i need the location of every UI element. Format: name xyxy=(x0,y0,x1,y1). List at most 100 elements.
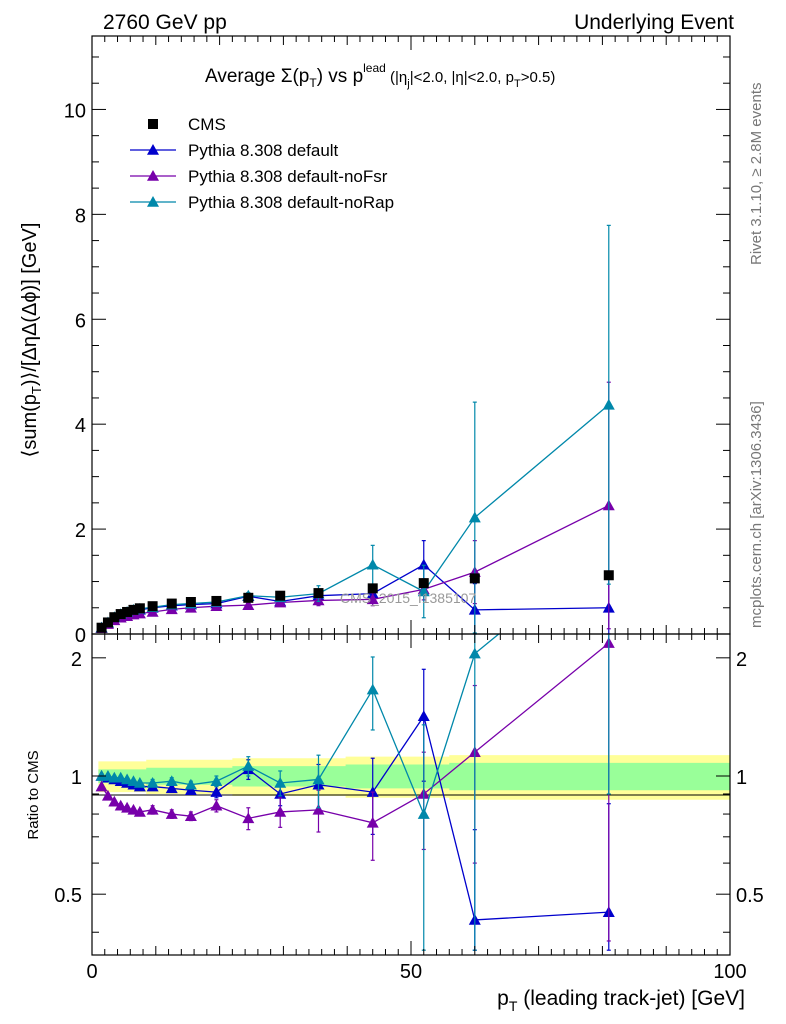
legend-item: CMS xyxy=(148,115,226,134)
ratio-point xyxy=(108,795,121,807)
ratio-point xyxy=(417,808,430,819)
main-ytick-label: 0 xyxy=(75,625,86,647)
ratio-point xyxy=(101,789,114,801)
watermark: CMS_2015_I1385107 xyxy=(340,590,476,606)
mcplots-label: mcplots.cern.ch [arXiv:1306.3436] xyxy=(748,401,765,628)
cms-point xyxy=(418,578,429,589)
ratio-point xyxy=(210,786,223,797)
cms-point xyxy=(122,606,133,617)
ratio-point xyxy=(165,782,178,794)
ratio-point xyxy=(133,805,146,817)
cms-point xyxy=(109,612,120,623)
main-point xyxy=(417,585,430,597)
main-series-cms xyxy=(96,570,614,633)
cms-point xyxy=(243,592,254,603)
main-point xyxy=(417,558,430,570)
ratio-point xyxy=(133,776,146,788)
legend-item: Pythia 8.308 default-noRap xyxy=(130,193,394,212)
ratio-ytick-label-right: 1 xyxy=(736,767,747,789)
ratio-series-pythia-8.308-default-norap xyxy=(95,634,611,951)
ratio-point xyxy=(366,786,379,797)
cms-point xyxy=(603,570,614,581)
legend: CMS Pythia 8.308 default Pythia 8.308 defa… xyxy=(130,115,394,212)
main-series-pythia-8.308-default xyxy=(95,540,615,635)
ratio-point xyxy=(184,778,197,790)
cms-point xyxy=(147,601,158,612)
ratio-point xyxy=(312,803,325,815)
ratio-clip-group xyxy=(95,634,611,951)
legend-item: Pythia 8.308 default-noFsr xyxy=(130,167,388,186)
cms-point xyxy=(313,588,324,599)
legend-label: Pythia 8.308 default xyxy=(188,141,339,160)
main-series-line xyxy=(101,504,610,629)
ratio-point xyxy=(366,816,379,828)
header-left: 2760 GeV pp xyxy=(103,11,227,34)
main-panel: CMS_2015_I1385107 0 2 4 6 8 10 xyxy=(64,35,731,647)
main-point xyxy=(468,511,481,523)
cms-point xyxy=(185,597,196,608)
ratio-point xyxy=(114,799,127,811)
legend-marker-triangle xyxy=(147,170,159,181)
ratio-point xyxy=(242,760,255,771)
ratio-point xyxy=(184,810,197,821)
ratio-point xyxy=(274,805,287,817)
cms-point xyxy=(275,590,286,601)
ratio-xtick-label: 0 xyxy=(86,961,97,983)
legend-label: Pythia 8.308 default-noFsr xyxy=(188,167,388,186)
legend-label: CMS xyxy=(188,115,226,134)
ratio-point xyxy=(165,775,178,787)
ratio-ytick-label: 1 xyxy=(71,767,82,789)
main-ticks: 0 2 4 6 8 10 xyxy=(64,36,731,647)
cms-point xyxy=(102,617,113,628)
ratio-point xyxy=(274,776,287,788)
main-point xyxy=(602,398,615,410)
ratio-ticks: 0.5 0.5 1 1 2 2 0 50 100 xyxy=(54,634,764,983)
main-ytick-label: 2 xyxy=(75,520,86,542)
main-ytick-label: 4 xyxy=(75,415,86,437)
main-point xyxy=(242,599,255,610)
main-point xyxy=(366,558,379,570)
ratio-point xyxy=(210,775,223,787)
main-point xyxy=(366,593,379,605)
main-ytick-label: 6 xyxy=(75,310,86,332)
ratio-point xyxy=(165,808,178,819)
ratio-point xyxy=(127,803,140,815)
ratio-point xyxy=(210,799,223,811)
header-right: Underlying Event xyxy=(574,11,734,34)
rivet-label: Rivet 3.1.10, ≥ 2.8M events xyxy=(748,83,765,266)
ratio-ytick-label: 2 xyxy=(71,649,82,671)
ratio-series xyxy=(95,634,615,951)
ratio-point xyxy=(242,812,255,824)
ratio-point xyxy=(121,801,134,813)
ratio-panel: 0.5 0.5 1 1 2 2 0 50 100 xyxy=(54,633,764,983)
ratio-ytick-label: 0.5 xyxy=(54,885,82,907)
ratio-point xyxy=(146,776,159,788)
cms-point xyxy=(128,604,139,615)
legend-marker-square xyxy=(148,119,158,129)
cms-point xyxy=(96,622,107,633)
cms-point xyxy=(115,609,126,620)
cms-point xyxy=(367,583,378,594)
chart-title: Average Σ(pT) vs plead (|ηj|<2.0, |η|<2.… xyxy=(205,61,555,90)
legend-marker-triangle xyxy=(147,196,159,207)
ratio-point xyxy=(366,683,379,695)
ratio-point xyxy=(146,803,159,815)
ratio-point xyxy=(95,780,108,792)
legend-label: Pythia 8.308 default-noRap xyxy=(188,193,394,212)
ratio-ylabel: Ratio to CMS xyxy=(25,750,42,839)
ratio-point xyxy=(312,773,325,785)
legend-marker-triangle xyxy=(147,144,159,155)
main-ytick-label: 8 xyxy=(75,205,86,227)
cms-point xyxy=(134,603,145,614)
cms-point xyxy=(469,573,480,584)
cms-point xyxy=(211,595,222,606)
ratio-point xyxy=(417,710,430,722)
main-series-pythia-8.308-default-norap xyxy=(95,224,615,634)
ratio-xtick-label: 50 xyxy=(400,961,422,983)
ratio-point xyxy=(184,784,197,796)
ratio-ytick-label-right: 0.5 xyxy=(736,885,764,907)
ratio-point xyxy=(468,647,481,659)
legend-item: Pythia 8.308 default xyxy=(130,141,339,160)
ratio-xtick-label: 100 xyxy=(713,961,746,983)
